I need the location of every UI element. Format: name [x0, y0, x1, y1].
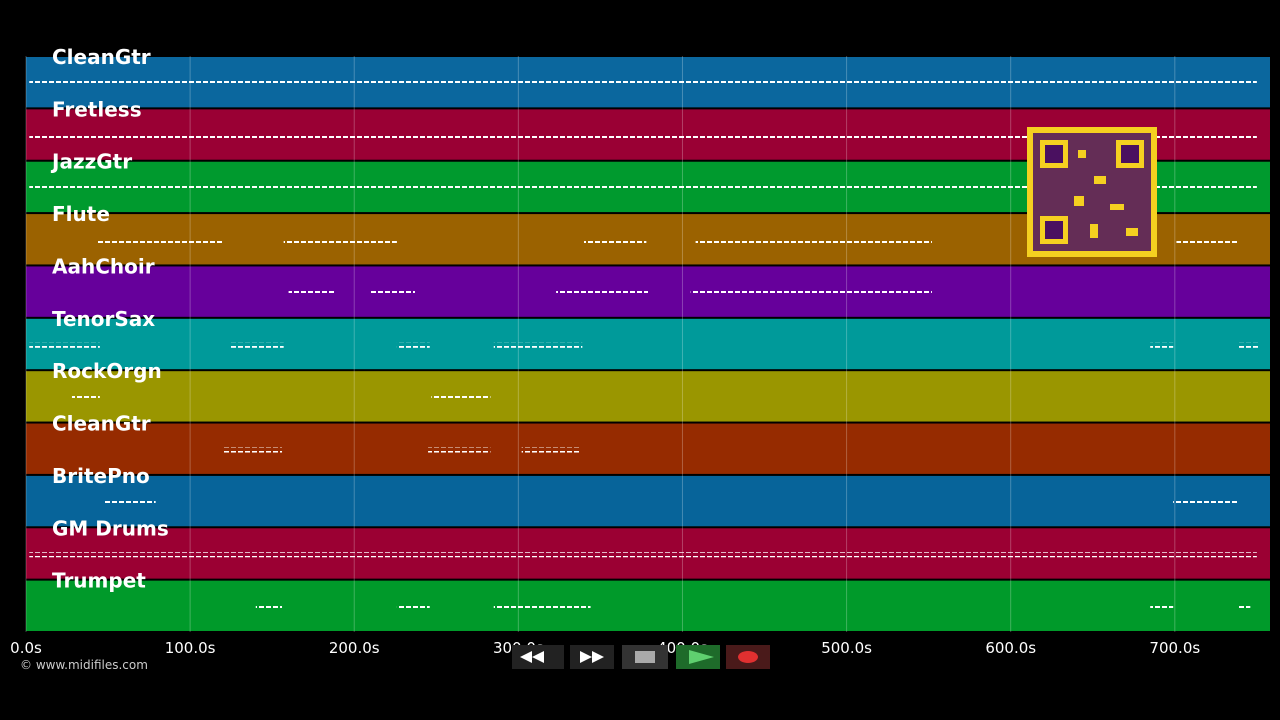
note-span [695, 238, 932, 244]
x-tick-label: 100.0s [165, 639, 216, 657]
x-tick-label: 600.0s [985, 639, 1036, 657]
note-span [1176, 238, 1238, 244]
note-span [428, 447, 491, 453]
note-span [1150, 604, 1174, 610]
note-span [255, 604, 283, 610]
record-button[interactable] [726, 645, 770, 669]
track-name: BritePno [52, 464, 150, 488]
copyright: © www.midifiles.com [20, 658, 148, 672]
note-span [1150, 342, 1174, 348]
note-span [288, 290, 335, 296]
track-name: TenorSax [52, 307, 155, 331]
note-span [103, 499, 156, 505]
note-span [29, 552, 1257, 558]
note-span [521, 447, 581, 453]
rewind-button[interactable] [512, 645, 564, 669]
note-span [29, 342, 100, 348]
note-span [493, 342, 583, 348]
note-span [431, 395, 491, 401]
track-name: CleanGtr [52, 45, 151, 69]
x-tick-label: 0.0s [10, 639, 42, 657]
track-name: AahChoir [52, 254, 155, 278]
note-span [96, 238, 223, 244]
track-row [26, 580, 1270, 631]
stop-button[interactable] [622, 645, 668, 669]
note-span [283, 238, 397, 244]
fast-forward-button[interactable] [570, 645, 614, 669]
note-span [1237, 342, 1259, 348]
x-tick-label: 500.0s [821, 639, 872, 657]
note-span [1173, 499, 1238, 505]
x-tick-label: 700.0s [1149, 639, 1200, 657]
track-name: Fretless [52, 97, 142, 121]
track-row [26, 371, 1270, 422]
note-span [690, 290, 932, 296]
note-span [229, 342, 284, 348]
track-row [26, 318, 1270, 370]
track-name: CleanGtr [52, 412, 151, 436]
note-span [222, 447, 283, 453]
note-span [29, 81, 1257, 86]
note-span [29, 185, 1257, 191]
note-span [396, 342, 430, 348]
note-span [370, 290, 415, 296]
note-span [1237, 604, 1251, 610]
track-labels: CleanGtr Fretless JazzGtr Flute AahChoir Teno… [50, 45, 169, 593]
note-span [29, 133, 1257, 139]
qr-code [1027, 127, 1157, 257]
track-name: GM Drums [52, 516, 169, 540]
track-row [26, 423, 1270, 474]
note-span [556, 290, 648, 296]
note-span [583, 238, 647, 244]
x-tick-label: 200.0s [329, 639, 380, 657]
note-span [493, 604, 591, 610]
play-button[interactable] [676, 645, 720, 669]
transport-controls [512, 645, 770, 669]
track-name: Trumpet [52, 569, 146, 593]
note-span [396, 604, 430, 610]
track-name: RockOrgn [52, 359, 162, 383]
track-name: Flute [52, 202, 110, 226]
track-row [26, 475, 1270, 527]
note-span [71, 395, 100, 401]
grid [25, 56, 1176, 632]
track-name: JazzGtr [50, 150, 132, 174]
